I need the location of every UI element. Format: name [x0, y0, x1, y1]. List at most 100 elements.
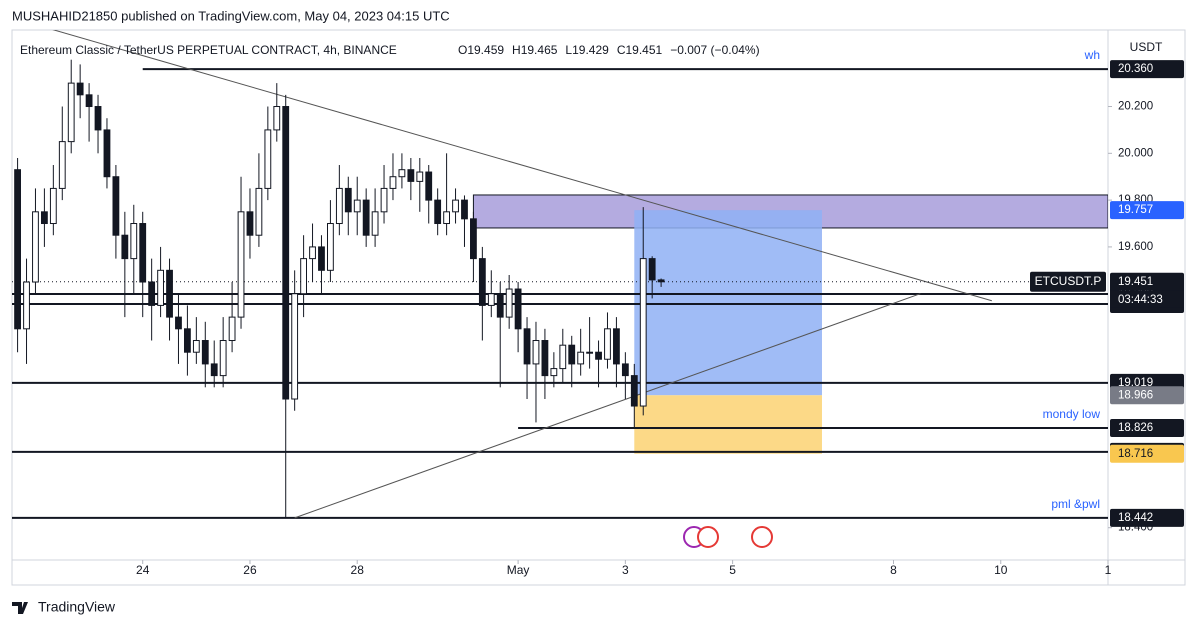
x-tick-label: 3 [622, 563, 629, 577]
candle-body [246, 211, 254, 236]
ohlc-legend: O19.459 H19.465 L19.429 C19.451 −0.007 (−0.0… [458, 43, 760, 57]
candle-body [255, 187, 263, 236]
axis-currency: USDT [1130, 40, 1163, 54]
level-price-box [1110, 419, 1184, 438]
candle-body [648, 258, 656, 281]
candle-body [201, 340, 209, 365]
candle-body [505, 288, 513, 318]
plot [12, 30, 1108, 519]
candle-body [335, 187, 343, 225]
candle-body [318, 246, 325, 271]
candle-body [371, 211, 379, 236]
axis-price-box [1110, 386, 1184, 405]
candle-body [344, 187, 352, 213]
x-tick-label: 5 [729, 563, 736, 577]
x-tick-label: 26 [243, 563, 257, 577]
candle-body [496, 293, 504, 318]
candle-body [398, 169, 406, 178]
candle-body [85, 94, 93, 108]
candle-body [327, 223, 334, 271]
candle-body [192, 340, 200, 353]
candle-body [613, 328, 620, 365]
symbol-label: ETCUSDT.P [1035, 274, 1102, 288]
level-price-label: 19.019 [1118, 377, 1153, 389]
candle-body [604, 328, 611, 360]
header: MUSHAHID21850 published on TradingView.c… [12, 8, 450, 23]
level-note: wh [1084, 48, 1100, 62]
candle-body [362, 199, 370, 236]
candle-body [282, 106, 290, 400]
candle-body [273, 106, 281, 131]
candle-body [32, 211, 39, 283]
candle-body [577, 351, 585, 365]
chart-frame [11, 29, 1186, 586]
candle-body [49, 187, 57, 225]
level-price-box [1110, 508, 1184, 527]
candle-body [586, 351, 594, 354]
candle-body [559, 344, 567, 370]
y-tick-label: 19.600 [1118, 241, 1153, 253]
candle-body [621, 363, 629, 377]
candle-body [452, 199, 459, 213]
x-tick-label: 10 [994, 563, 1008, 577]
candle-body [425, 171, 433, 201]
candle-body [23, 281, 30, 330]
candle-body [183, 328, 191, 353]
candle-body [309, 246, 316, 260]
symbol-box [1030, 271, 1106, 292]
candle-body [76, 82, 84, 96]
candle-body [112, 176, 120, 236]
candle-body [478, 258, 486, 306]
y-tick-label: 20.200 [1118, 101, 1153, 113]
candle-body [380, 187, 388, 213]
level-note: mondy low [1043, 407, 1101, 421]
axis-price-box [1110, 272, 1184, 291]
level-price-box [1110, 60, 1184, 79]
candle-body [139, 223, 147, 283]
ohlc-value: −0.007 (−0.04%) [670, 43, 759, 57]
countdown-box [1110, 290, 1184, 308]
candle-body [595, 351, 602, 360]
candle-body [300, 258, 308, 295]
logo [12, 602, 28, 614]
candle-body [40, 211, 48, 225]
candle-body [434, 199, 442, 225]
candle-body [470, 218, 477, 260]
countdown: 03:44:33 [1118, 294, 1163, 306]
candle-body [568, 344, 576, 365]
candle-body [121, 234, 129, 260]
candle-body [58, 141, 66, 189]
candle-body [487, 293, 495, 306]
candle-body [523, 328, 531, 365]
axis-price-label: 19.451 [1118, 276, 1153, 288]
candle-body [461, 199, 468, 220]
candle-body [416, 171, 424, 182]
trend-line [294, 293, 921, 519]
candle-body [166, 269, 173, 318]
axis-price-box [1110, 201, 1184, 220]
axis-price-label: 18.966 [1118, 389, 1153, 401]
x-tick-label: 8 [890, 563, 897, 577]
candle-body [94, 106, 102, 131]
ohlc-value: O19.459 [458, 43, 504, 57]
candle-body [657, 279, 665, 283]
level-price-label: 18.442 [1118, 512, 1153, 524]
candle-body [237, 211, 245, 318]
footer: TradingView [38, 599, 116, 615]
candle-body [550, 368, 558, 377]
candle-body [228, 316, 236, 342]
candle-body [67, 82, 75, 143]
x-tick-label: May [507, 563, 530, 577]
candle-body [514, 288, 522, 330]
event-icon [697, 526, 719, 548]
candle-body [130, 223, 138, 260]
candle-body [148, 281, 156, 306]
event-icon [751, 526, 773, 548]
ohlc-value: C19.451 [617, 43, 663, 57]
loss-area [634, 395, 822, 454]
trend-line [52, 30, 992, 302]
x-tick-label: 1 [1105, 563, 1112, 577]
candle-body [14, 169, 21, 330]
